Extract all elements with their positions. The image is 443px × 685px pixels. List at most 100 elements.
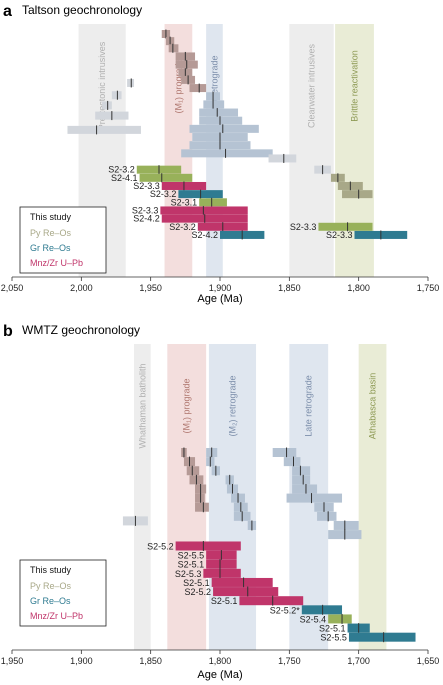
age-bar-label-30: S2-3.1 [171, 197, 198, 207]
panel-b-bars: S2-5.2S2-5.5S2-5.1S2-5.3S2-5.1S2-5.2S2-5… [122, 447, 416, 643]
age-bar-30 [199, 198, 227, 207]
legend-title: This study [30, 565, 72, 575]
age-bar-20 [292, 484, 318, 494]
legend-entry-0: Py Re–Os [30, 228, 72, 238]
age-bar-6 [195, 502, 209, 512]
band-label-2: (M₂) retrograde [227, 375, 237, 436]
legend-entry-1: Gr Re–Os [30, 243, 71, 253]
x-tick-label-6: 1,650 [417, 656, 440, 666]
band-label-4: Athabasca basin [368, 373, 378, 440]
legend-entry-2: Mnz/Zr U–Pb [30, 611, 83, 621]
age-bar-label-34: S2-5.2* [270, 605, 301, 615]
panel-b: b WMTZ geochronology Whathaman batholith… [1, 323, 440, 681]
age-bar-24 [333, 520, 359, 530]
age-bar-16 [272, 448, 297, 457]
x-tick-label-3: 1,900 [209, 283, 232, 293]
age-bar-21 [268, 154, 297, 163]
x-tick-label-4: 1,850 [278, 283, 301, 293]
age-bar-label-33: S2-3.2 [169, 222, 196, 232]
age-bar-31 [160, 206, 248, 215]
age-bar-35 [318, 222, 373, 231]
age-bar-5 [195, 493, 205, 503]
panel-a-xlabel: Age (Ma) [197, 293, 242, 305]
age-bar-12 [189, 124, 259, 133]
age-bar-25 [342, 190, 373, 199]
panel-a-legend: This study Py Re–Os Gr Re–Os Mnz/Zr U–Pb [19, 206, 107, 274]
age-bar-32 [213, 587, 279, 597]
x-tick-label-0: 2,050 [1, 283, 24, 293]
legend-box [19, 206, 107, 274]
age-bar-34 [301, 605, 343, 615]
panel-b-axis: 1,950 1,900 1,850 1,800 1,750 1,700 1,650 [1, 649, 440, 666]
age-bar-label-35: S2-3.3 [290, 222, 317, 232]
age-bar-9 [203, 100, 225, 109]
age-bar-label-36: S2-5.1 [319, 624, 346, 634]
band-label-4: Brittle reactivation [350, 50, 360, 122]
legend-title: This study [30, 212, 72, 222]
age-bar-label-27: S2-5.2 [147, 541, 174, 551]
age-bar-2 [186, 466, 200, 476]
band-3 [289, 24, 334, 277]
band-label-0: Whathaman batholith [137, 363, 147, 448]
age-bar-18 [292, 466, 311, 476]
age-bar-35 [328, 614, 352, 624]
x-tick-label-1: 1,900 [70, 656, 93, 666]
age-bar-label-28: S2-5.5 [178, 551, 205, 561]
band-label-3: Clearwater intrusives [307, 43, 317, 128]
age-bar-label-29: S2-5.1 [178, 560, 205, 570]
age-bar-11 [199, 116, 243, 125]
panel-a-title: Taltson geochronology [22, 3, 142, 17]
x-tick-label-6: 1,750 [417, 283, 440, 293]
legend-entry-2: Mnz/Zr U–Pb [30, 258, 83, 268]
x-tick-label-2: 1,950 [139, 283, 162, 293]
band-label-2: (M₂) retrograde [209, 55, 219, 116]
x-tick-label-4: 1,750 [278, 656, 301, 666]
age-bar-17 [283, 457, 301, 467]
legend-box [19, 559, 107, 627]
band-label-1: (M₁) prograde [173, 58, 183, 113]
legend-entry-0: Py Re–Os [30, 581, 72, 591]
x-tick-label-5: 1,800 [347, 283, 370, 293]
age-bar-16 [127, 78, 135, 87]
x-tick-label-1: 2,000 [70, 283, 93, 293]
panel-b-xlabel: Age (Ma) [197, 669, 242, 681]
age-bar-37 [348, 632, 416, 642]
age-bar-label-31: S2-3.3 [132, 205, 159, 215]
panel-b-letter: b [3, 323, 13, 340]
age-bar-29 [206, 559, 237, 569]
age-bar-label-28: S2-3.3 [133, 181, 160, 191]
age-bar-label-35: S2-5.4 [300, 614, 327, 624]
age-bar-label-36: S2-3.3 [326, 230, 353, 240]
age-bar-label-37: S2-5.5 [320, 633, 347, 643]
age-bar-label-34: S2-4.2 [191, 230, 218, 240]
age-bar-30 [203, 568, 241, 578]
panel-a-axis: 2,050 2,000 1,950 1,900 1,850 1,800 1,750 [1, 276, 440, 293]
band-label-1: (M₁) prograde [182, 378, 192, 433]
legend-entry-1: Gr Re–Os [30, 596, 71, 606]
age-bar-23 [317, 511, 337, 521]
age-bar-18 [102, 101, 112, 110]
panel-b-legend: This study Py Re–Os Gr Re–Os Mnz/Zr U–Pb [19, 559, 107, 627]
age-bar-label-30: S2-5.3 [175, 569, 202, 579]
panel-b-title: WMTZ geochronology [22, 323, 140, 337]
x-tick-label-2: 1,850 [139, 656, 162, 666]
age-bar-7 [189, 84, 207, 93]
band-label-0: Pre-tectonic intrusives [97, 41, 107, 130]
age-bar-10 [199, 108, 239, 117]
age-bar-27 [175, 541, 241, 551]
age-bar-27 [139, 173, 193, 182]
age-bar-label-27: S2-4.1 [111, 173, 138, 183]
age-bar-label-32: S2-4.2 [133, 214, 160, 224]
age-bar-31 [211, 577, 273, 587]
band-4 [358, 344, 387, 650]
age-bar-33 [239, 596, 304, 606]
x-tick-label-3: 1,800 [209, 656, 232, 666]
age-bar-2 [168, 44, 179, 53]
band-0 [134, 344, 151, 650]
panel-a-bars: S2-3.2S2-4.1S2-3.3S2-3.2S2-3.1S2-3.3S2-4… [67, 29, 408, 240]
age-bar-15 [181, 149, 273, 158]
x-tick-label-5: 1,700 [347, 656, 370, 666]
age-bar-21 [286, 493, 343, 503]
panel-a: a Taltson geochronology Pre-tectonic int… [1, 3, 440, 305]
